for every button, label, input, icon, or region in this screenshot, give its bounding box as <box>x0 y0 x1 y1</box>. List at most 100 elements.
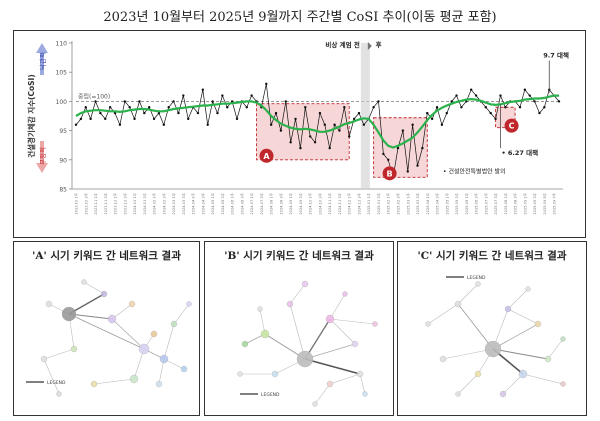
network-panel-b: 'B' 시기 키워드 간 네트워크 결과 LEGEND <box>204 241 394 416</box>
y-tick-label: 100 <box>56 99 68 106</box>
x-tick-label: 2025.09 1주 <box>523 192 527 214</box>
x-tick-label: 2024.10 3주 <box>318 192 322 214</box>
network-node <box>129 374 139 384</box>
weekly-point <box>518 106 522 109</box>
network-node <box>271 370 279 378</box>
network-node <box>100 290 108 298</box>
network-edge <box>314 383 331 405</box>
x-tick-label: 2025.07 3주 <box>494 192 498 214</box>
region-badge-label: A <box>263 152 270 161</box>
weekly-point <box>289 141 292 144</box>
x-tick-label: 2024.06 1주 <box>231 192 235 214</box>
x-tick-label: 2024.05 1주 <box>211 192 215 214</box>
x-tick-label: 2025.08 1주 <box>504 192 508 214</box>
arrow-right-icon <box>367 42 372 50</box>
network-node <box>362 391 368 397</box>
network-edge <box>111 318 145 350</box>
event-band <box>360 43 370 189</box>
weekly-point <box>430 117 434 121</box>
network-edge <box>359 373 366 395</box>
region-badge-c <box>504 118 519 133</box>
region-badge-b <box>382 166 397 181</box>
network-node <box>56 391 62 397</box>
weekly-point <box>250 94 253 97</box>
x-tick-label: 2023.12 3주 <box>123 192 127 214</box>
weekly-point <box>372 106 375 109</box>
x-tick-label: 2023.12 1주 <box>114 192 118 214</box>
weekly-point <box>426 111 429 115</box>
x-tick-label: 2023.10 3주 <box>84 192 88 214</box>
x-tick-label: 2024.02 3주 <box>162 192 166 214</box>
network-edge <box>492 348 549 360</box>
x-tick-label: 2024.03 3주 <box>182 192 186 214</box>
network-node <box>544 355 552 363</box>
weekly-point <box>79 117 83 121</box>
network-edge <box>427 303 459 325</box>
annotation-627: • 6.27 대책 <box>501 148 538 157</box>
network-node <box>40 355 48 363</box>
x-tick-label: 2024.05 3주 <box>221 192 225 214</box>
weekly-point <box>411 123 414 126</box>
weekly-point <box>387 158 390 161</box>
network-node <box>499 390 507 398</box>
x-tick-label: 2025.07 1주 <box>484 192 488 214</box>
y-tick-label: 95 <box>59 128 67 135</box>
network-edge <box>304 343 356 360</box>
network-graph-b: LEGEND <box>237 280 378 407</box>
weekly-point <box>352 117 356 121</box>
weekly-point <box>167 106 170 109</box>
network-edge <box>68 313 145 350</box>
weekly-point <box>396 146 400 150</box>
network-c-title: 'C' 시기 키워드 간 네트워크 결과 <box>417 250 567 262</box>
network-node <box>170 320 178 328</box>
x-tick-label: 2025.08 3주 <box>514 192 518 214</box>
network-graph-a: LEGEND <box>26 279 192 397</box>
weekly-point <box>338 129 341 132</box>
weekly-point <box>382 152 385 156</box>
network-node <box>484 340 502 358</box>
weekly-point <box>108 106 112 109</box>
weekly-point <box>162 123 166 126</box>
network-node <box>301 280 309 288</box>
y-tick-label: 105 <box>56 70 68 77</box>
network-node <box>81 279 87 285</box>
weekly-point <box>460 106 463 109</box>
network-node <box>372 321 378 327</box>
weekly-point <box>304 106 307 109</box>
annotation-before: 비상 계엄 전 <box>325 40 359 49</box>
x-tick-label: 2025.02 1주 <box>387 192 391 214</box>
weekly-point <box>421 146 424 150</box>
weekly-point <box>182 94 185 97</box>
network-edge <box>507 308 539 325</box>
annotation-after: 후 <box>376 40 382 49</box>
network-node <box>107 314 117 324</box>
network-node <box>518 369 528 379</box>
weekly-point <box>284 100 287 103</box>
weekly-point <box>265 82 268 86</box>
network-edge <box>83 281 105 295</box>
weekly-point <box>406 170 409 173</box>
weekly-point <box>274 111 278 115</box>
network-edge <box>304 358 361 375</box>
network-node <box>186 301 192 307</box>
network-node <box>525 286 531 292</box>
network-node <box>425 321 431 327</box>
network-node <box>560 381 566 387</box>
network-node <box>237 371 243 377</box>
weekly-point <box>313 141 317 144</box>
weekly-point <box>196 111 200 115</box>
x-tick-label: 2024.09 3주 <box>299 192 303 214</box>
weekly-point <box>123 100 126 103</box>
x-tick-label: 2024.08 1주 <box>270 192 274 214</box>
network-node <box>560 336 566 342</box>
weekly-point <box>362 123 366 126</box>
x-tick-label: 2025.03 1주 <box>406 192 410 214</box>
weekly-point <box>138 100 141 103</box>
region-b <box>373 117 428 178</box>
weekly-point <box>177 111 180 115</box>
weekly-point <box>221 94 224 97</box>
weekly-point <box>201 88 205 91</box>
y-tick-label: 90 <box>59 157 67 164</box>
y-tick-label: 85 <box>59 187 67 194</box>
